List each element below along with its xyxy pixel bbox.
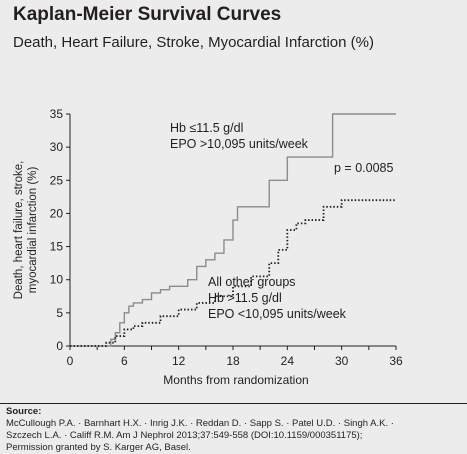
x-tick-label: 6 xyxy=(121,354,128,368)
axes: 0 5 10 15 20 25 30 35 0 6 12 18 24 30 36 Months from ra… xyxy=(13,107,403,387)
x-tick-label: 18 xyxy=(226,354,240,368)
y-tick-label: 25 xyxy=(50,173,64,187)
x-tick-label: 36 xyxy=(389,354,403,368)
y-axis-title: Death, heart failure, stroke, myocardial … xyxy=(13,161,39,300)
chart-card: Kaplan-Meier Survival Curves Death, Hear… xyxy=(13,4,403,387)
x-axis-title: Months from randomization xyxy=(163,373,308,387)
y-tick-label: 10 xyxy=(50,273,64,287)
y-axis-title-line: myocardial infarction (%) xyxy=(27,167,39,294)
series-label-line: Hb >11.5 g/dl xyxy=(208,291,282,305)
series-label-line: EPO <10,095 units/week xyxy=(208,307,347,321)
chart-subtitle: Death, Heart Failure, Stroke, Myocardial… xyxy=(13,34,374,51)
y-axis-title-line: Death, heart failure, stroke, xyxy=(13,161,25,300)
series-labels: Hb ≤11.5 g/dl EPO >10,095 units/week All o… xyxy=(170,121,393,321)
series-label-hb-low: Hb ≤11.5 g/dl EPO >10,095 units/week xyxy=(170,121,309,151)
x-tick-label: 12 xyxy=(172,354,186,368)
y-tick-label: 30 xyxy=(50,140,64,154)
y-tick-label: 20 xyxy=(50,206,64,220)
x-tick-label: 30 xyxy=(335,354,349,368)
source-line: McCullough P.A. · Barnhart H.X. · Inrig … xyxy=(6,418,394,429)
y-tick-label: 15 xyxy=(50,240,64,254)
x-tick-label: 24 xyxy=(281,354,295,368)
series-label-line: EPO >10,095 units/week xyxy=(170,137,309,151)
source-line: Szczech L.A. · Califf R.M. Am J Nephrol … xyxy=(6,430,363,441)
series-label-other-groups: All other groups Hb >11.5 g/dl EPO <10,095… xyxy=(208,275,347,321)
series-label-line: Hb ≤11.5 g/dl xyxy=(170,121,243,135)
series-label-line: All other groups xyxy=(208,275,296,289)
chart-title: Kaplan-Meier Survival Curves xyxy=(13,4,282,25)
curve-hb-low-epo-high xyxy=(70,113,396,347)
source-line: Permission granted by S. Karger AG, Base… xyxy=(6,442,191,453)
y-tick-label: 5 xyxy=(56,306,63,320)
x-tick-label: 0 xyxy=(67,354,74,368)
y-tick-label: 35 xyxy=(50,107,64,121)
km-plot: 0 5 10 15 20 25 30 35 0 6 12 18 24 30 36 Months from ra… xyxy=(13,107,403,387)
p-value-annotation: p = 0.0085 xyxy=(334,161,393,175)
y-tick-label: 0 xyxy=(56,339,63,353)
source-label: Source: xyxy=(6,406,42,417)
curves xyxy=(70,113,396,347)
source-divider xyxy=(0,403,467,404)
source-citation: Source: McCullough P.A. · Barnhart H.X. … xyxy=(6,406,464,454)
